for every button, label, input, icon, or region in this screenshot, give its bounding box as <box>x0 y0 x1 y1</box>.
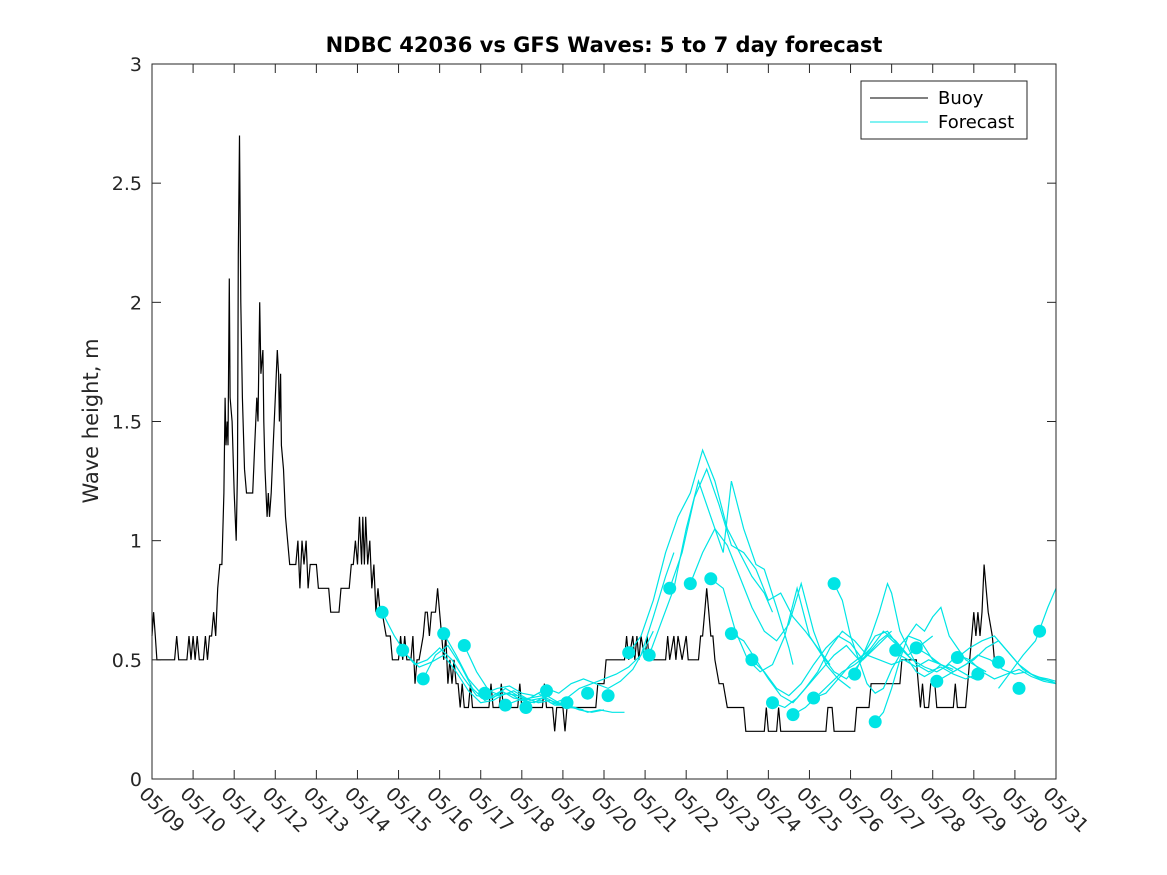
forecast-line <box>505 552 675 706</box>
forecast-line <box>833 583 942 694</box>
legend-label-forecast: Forecast <box>938 112 1014 133</box>
y-axis-label: Wave height, m <box>79 338 103 503</box>
forecast-line <box>484 630 654 697</box>
forecast-marker <box>457 639 471 652</box>
forecast-marker <box>827 577 841 591</box>
forecast-line <box>710 578 872 680</box>
forecast-marker <box>724 627 738 641</box>
y-tick-label: 0.5 <box>112 650 142 672</box>
forecast-marker <box>375 605 389 619</box>
forecast-marker <box>560 696 574 710</box>
forecast-line <box>895 635 1057 685</box>
forecast-marker <box>416 672 430 686</box>
forecast-marker <box>1033 624 1047 638</box>
forecast-marker <box>930 674 944 688</box>
forecast-marker <box>396 643 410 657</box>
buoy-series-layer <box>151 135 997 732</box>
forecast-marker <box>807 691 821 705</box>
forecast-marker <box>437 627 451 641</box>
forecast-line <box>772 630 934 709</box>
y-tick-label: 2.5 <box>112 173 142 195</box>
forecast-marker-layer <box>375 572 1047 729</box>
forecast-marker <box>540 684 553 698</box>
forecast-line <box>443 633 605 713</box>
forecast-marker <box>704 572 718 586</box>
forecast-line <box>669 467 831 665</box>
forecast-marker <box>683 577 697 591</box>
forecast-marker <box>478 686 492 700</box>
forecast-marker <box>848 667 862 681</box>
forecast-line <box>998 588 1057 689</box>
y-axis: 0 0.5 1 1.5 2 2.5 3 <box>112 54 1056 791</box>
forecast-marker <box>950 651 964 664</box>
buoy-line <box>151 135 997 732</box>
forecast-marker <box>642 648 656 662</box>
forecast-marker <box>909 641 923 655</box>
forecast-marker <box>766 696 779 710</box>
forecast-marker <box>519 701 533 714</box>
forecast-marker <box>992 655 1005 669</box>
forecast-marker <box>786 708 800 722</box>
y-tick-label: 1.5 <box>112 412 142 434</box>
forecast-marker <box>971 667 985 681</box>
forecast-marker <box>498 698 512 712</box>
legend-label-buoy: Buoy <box>938 88 984 109</box>
forecast-line <box>648 479 794 665</box>
forecast-marker <box>663 581 677 595</box>
y-tick-label: 3 <box>130 54 142 76</box>
forecast-marker <box>889 643 903 657</box>
legend: Buoy Forecast <box>860 80 1028 140</box>
y-tick-label: 0 <box>130 769 142 791</box>
y-tick-label: 2 <box>130 292 142 314</box>
forecast-line <box>628 448 774 654</box>
forecast-line <box>792 654 954 716</box>
forecast-marker <box>581 686 595 700</box>
forecast-marker <box>601 689 615 703</box>
forecast-line <box>957 635 1057 685</box>
forecast-marker <box>745 653 759 667</box>
forecast-line <box>751 635 913 697</box>
forecast-marker <box>868 715 882 729</box>
forecast-line <box>915 647 1057 685</box>
y-tick-label: 1 <box>130 531 142 553</box>
forecast-series-layer <box>381 448 1057 723</box>
forecast-marker <box>622 646 636 660</box>
plot-area <box>151 135 1057 732</box>
forecast-marker <box>1012 681 1026 695</box>
legend-box <box>860 80 1028 140</box>
chart-title: NDBC 42036 vs GFS Waves: 5 to 7 day fore… <box>326 33 883 57</box>
